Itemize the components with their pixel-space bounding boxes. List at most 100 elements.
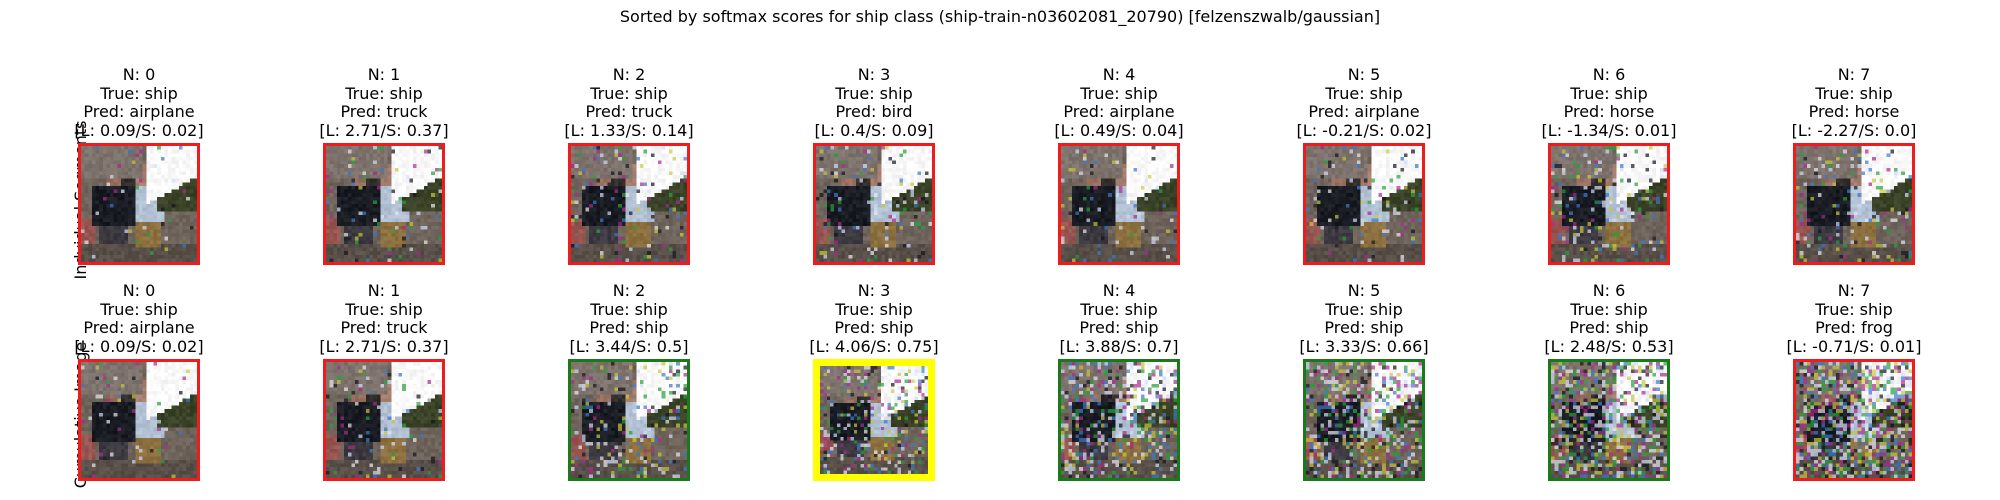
panel-caption: N: 2 True: ship Pred: truck [L: 1.33/S: 0.1…: [469, 65, 789, 140]
panel-index: N: 5: [1347, 65, 1381, 84]
thumbnail-image: [326, 362, 442, 478]
panel-caption: N: 1 True: ship Pred: truck [L: 2.71/S: 0.3…: [224, 281, 544, 356]
panel-caption: N: 6 True: ship Pred: horse [L: -1.34/S: 0.…: [1449, 65, 1769, 140]
score-label: [L: 2.71/S: 0.37]: [319, 336, 449, 356]
thumbnail-image: [1796, 146, 1912, 262]
panel-segment-1: N: 1 True: ship Pred: truck [L: 2.71/S: 0.3…: [264, 65, 504, 265]
panel-index: N: 1: [367, 281, 401, 300]
true-label: True: ship: [345, 83, 423, 103]
panel-thumbnail: [323, 143, 445, 265]
panel-thumbnail: [813, 143, 935, 265]
score-label: [L: 2.48/S: 0.53]: [1544, 336, 1674, 356]
score-label: [L: 4.06/S: 0.75]: [809, 336, 939, 356]
panel-index: N: 0: [122, 65, 156, 84]
panel-index: N: 7: [1837, 281, 1871, 300]
thumbnail-image: [820, 366, 928, 474]
true-label: True: ship: [345, 299, 423, 319]
thumbnail-image: [571, 362, 687, 478]
panel-cumulative-0: N: 0 True: ship Pred: airplane [L: 0.09/S: …: [19, 281, 259, 481]
true-label: True: ship: [100, 299, 178, 319]
pred-label: Pred: truck: [340, 318, 428, 337]
score-label: [L: -1.34/S: 0.01]: [1541, 120, 1677, 140]
pred-label: Pred: horse: [1563, 102, 1655, 121]
panel-segment-6: N: 6 True: ship Pred: horse [L: -1.34/S: 0.…: [1489, 65, 1729, 265]
panel-thumbnail: [568, 143, 690, 265]
thumbnail-image: [81, 146, 197, 262]
score-label: [L: 0.09/S: 0.02]: [74, 336, 204, 356]
thumbnail-image: [1061, 146, 1177, 262]
panel-thumbnail: [1058, 143, 1180, 265]
panel-segment-2: N: 2 True: ship Pred: truck [L: 1.33/S: 0.1…: [509, 65, 749, 265]
panel-index: N: 2: [612, 65, 646, 84]
panel-thumbnail: [568, 359, 690, 481]
pred-label: Pred: bird: [835, 102, 913, 121]
panel-cumulative-3: N: 3 True: ship Pred: ship [L: 4.06/S: 0.75…: [754, 281, 994, 481]
score-label: [L: 3.44/S: 0.5]: [569, 336, 689, 356]
panel-thumbnail: [1303, 359, 1425, 481]
panel-segment-7: N: 7 True: ship Pred: horse [L: -2.27/S: 0.…: [1734, 65, 1974, 265]
thumbnail-image: [1306, 146, 1422, 262]
thumbnail-image: [326, 146, 442, 262]
true-label: True: ship: [1325, 83, 1403, 103]
thumbnail-image: [1551, 362, 1667, 478]
panel-segment-4: N: 4 True: ship Pred: airplane [L: 0.49/S: …: [999, 65, 1239, 265]
thumbnail-image: [816, 146, 932, 262]
panel-cumulative-5: N: 5 True: ship Pred: ship [L: 3.33/S: 0.66…: [1244, 281, 1484, 481]
pred-label: Pred: ship: [589, 318, 669, 337]
score-label: [L: 0.09/S: 0.02]: [74, 120, 204, 140]
panel-index: N: 7: [1837, 65, 1871, 84]
score-label: [L: 3.33/S: 0.66]: [1299, 336, 1429, 356]
panel-index: N: 5: [1347, 281, 1381, 300]
pred-label: Pred: airplane: [1063, 102, 1175, 121]
thumbnail-image: [1551, 146, 1667, 262]
panel-caption: N: 0 True: ship Pred: airplane [L: 0.09/S: …: [0, 65, 299, 140]
pred-label: Pred: horse: [1808, 102, 1900, 121]
true-label: True: ship: [590, 83, 668, 103]
true-label: True: ship: [100, 83, 178, 103]
true-label: True: ship: [1325, 299, 1403, 319]
pred-label: Pred: frog: [1815, 318, 1893, 337]
score-label: [L: 0.49/S: 0.04]: [1054, 120, 1184, 140]
panel-caption: N: 4 True: ship Pred: airplane [L: 0.49/S: …: [959, 65, 1279, 140]
panel-thumbnail: [1058, 359, 1180, 481]
panel-caption: N: 7 True: ship Pred: horse [L: -2.27/S: 0.…: [1694, 65, 2000, 140]
panel-thumbnail: [813, 359, 935, 481]
panel-caption: N: 4 True: ship Pred: ship [L: 3.88/S: 0.7]: [959, 281, 1279, 356]
thumbnail-image: [81, 362, 197, 478]
pred-label: Pred: airplane: [1308, 102, 1420, 121]
true-label: True: ship: [835, 83, 913, 103]
panel-cumulative-6: N: 6 True: ship Pred: ship [L: 2.48/S: 0.53…: [1489, 281, 1729, 481]
true-label: True: ship: [1570, 83, 1648, 103]
true-label: True: ship: [1815, 299, 1893, 319]
pred-label: Pred: airplane: [83, 318, 195, 337]
true-label: True: ship: [1080, 83, 1158, 103]
score-label: [L: -2.27/S: 0.0]: [1791, 120, 1917, 140]
panel-caption: N: 6 True: ship Pred: ship [L: 2.48/S: 0.53…: [1449, 281, 1769, 356]
pred-label: Pred: truck: [585, 102, 673, 121]
panel-caption: N: 3 True: ship Pred: ship [L: 4.06/S: 0.75…: [714, 281, 1034, 356]
panel-cumulative-4: N: 4 True: ship Pred: ship [L: 3.88/S: 0.7]: [999, 281, 1239, 481]
panel-index: N: 3: [857, 281, 891, 300]
panel-thumbnail: [1303, 143, 1425, 265]
true-label: True: ship: [1570, 299, 1648, 319]
panel-index: N: 4: [1102, 281, 1136, 300]
pred-label: Pred: truck: [340, 102, 428, 121]
panel-cumulative-1: N: 1 True: ship Pred: truck [L: 2.71/S: 0.3…: [264, 281, 504, 481]
panel-caption: N: 1 True: ship Pred: truck [L: 2.71/S: 0.3…: [224, 65, 544, 140]
figure-title: Sorted by softmax scores for ship class …: [619, 7, 1381, 26]
panel-index: N: 6: [1592, 65, 1626, 84]
panel-index: N: 3: [857, 65, 891, 84]
pred-label: Pred: airplane: [83, 102, 195, 121]
score-label: [L: 2.71/S: 0.37]: [319, 120, 449, 140]
panel-index: N: 2: [612, 281, 646, 300]
panel-thumbnail: [1793, 143, 1915, 265]
score-label: [L: 3.88/S: 0.7]: [1059, 336, 1179, 356]
pred-label: Pred: ship: [1569, 318, 1649, 337]
true-label: True: ship: [835, 299, 913, 319]
panel-thumbnail: [78, 143, 200, 265]
score-label: [L: 1.33/S: 0.14]: [564, 120, 694, 140]
true-label: True: ship: [1815, 83, 1893, 103]
pred-label: Pred: ship: [1324, 318, 1404, 337]
true-label: True: ship: [590, 299, 668, 319]
panel-caption: N: 5 True: ship Pred: ship [L: 3.33/S: 0.66…: [1204, 281, 1524, 356]
